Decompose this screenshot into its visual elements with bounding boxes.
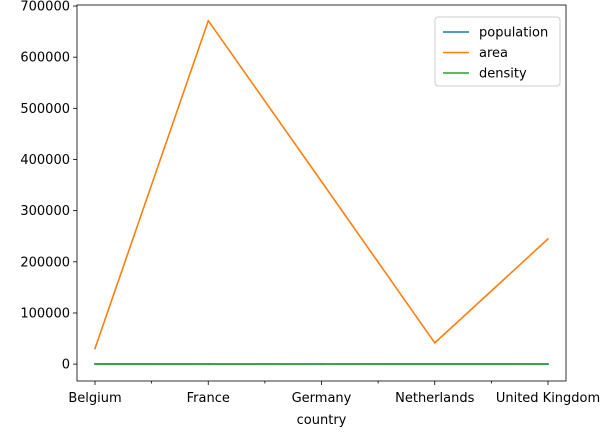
legend-label-density: density [479, 67, 527, 82]
y-tick-label: 300000 [20, 204, 70, 219]
y-tick-label: 500000 [20, 102, 70, 117]
data-point-area [207, 20, 209, 22]
x-tick-label: Netherlands [395, 391, 474, 406]
data-point-area [94, 348, 96, 350]
data-point-density [321, 363, 323, 365]
y-tick-label: 700000 [20, 0, 70, 15]
x-axis-label: country [297, 413, 347, 428]
data-point-area [434, 342, 436, 344]
data-point-density [207, 363, 209, 365]
x-tick-label: France [187, 391, 230, 406]
y-tick-label: 400000 [20, 153, 70, 168]
legend-label-population: population [479, 26, 548, 41]
y-tick-label: 200000 [20, 255, 70, 270]
legend-label-area: area [479, 46, 508, 61]
x-tick-label: Belgium [68, 391, 121, 406]
y-tick-label: 100000 [20, 306, 70, 321]
data-point-density [94, 363, 96, 365]
y-tick-label: 0 [62, 358, 70, 373]
data-point-density [434, 363, 436, 365]
data-point-area [321, 181, 323, 183]
x-tick-label: Germany [292, 391, 352, 406]
legend: population area density [435, 17, 560, 86]
data-point-density [547, 363, 549, 365]
x-tick-label: United Kingdom [496, 391, 600, 406]
y-tick-label: 600000 [20, 51, 70, 66]
data-point-area [547, 238, 549, 240]
